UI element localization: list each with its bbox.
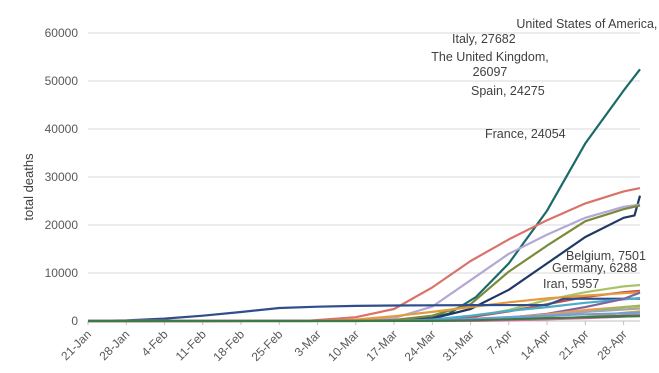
series-label-the-united-kingdom: The United Kingdom, 26097 [431, 50, 548, 79]
series-line-italy [87, 187, 641, 323]
series-line-china [87, 297, 641, 323]
series-label-france: France, 24054 [485, 127, 566, 141]
x-axis: 21-Jan 28-Jan 4-Feb 11-Feb 18-Feb 25-Feb 3-Mar… [58, 321, 630, 364]
x-tick-label: 18-Feb [210, 327, 247, 364]
y-tick-label: 20000 [45, 218, 79, 232]
series-line-portugal [87, 315, 641, 323]
grid [88, 32, 640, 274]
y-tick-label: 60000 [45, 26, 79, 40]
y-tick-label: 50000 [45, 74, 79, 88]
series-label-belgium: Belgium, 7501 [566, 249, 646, 263]
x-tick-label: 11-Feb [173, 327, 209, 363]
x-tick-label: 24-Mar [402, 327, 439, 364]
x-tick-label: 28-Apr [594, 327, 629, 362]
y-tick-label: 0 [71, 314, 78, 328]
series-label-united-states-of-america: United States of America, 52428 [516, 17, 659, 31]
series-label-iran: Iran, 5957 [543, 277, 599, 291]
y-tick-label: 40000 [45, 122, 79, 136]
x-tick-label: 17-Mar [363, 327, 400, 364]
series-label-spain: Spain, 24275 [471, 84, 545, 98]
x-tick-label: 10-Mar [325, 327, 362, 364]
x-tick-label: 7-Apr [484, 327, 515, 358]
x-tick-label: 3-Mar [292, 327, 324, 359]
x-tick-label: 25-Feb [249, 327, 286, 364]
x-tick-label: 31-Mar [440, 327, 477, 364]
x-tick-label: 21-Apr [556, 327, 591, 362]
x-tick-label: 21-Jan [58, 327, 94, 363]
plot-area [87, 68, 642, 323]
series-labels: United States of America, 52428Italy, 27… [431, 17, 659, 291]
y-axis-title: total deaths [21, 153, 36, 221]
y-tick-label: 10000 [45, 266, 79, 280]
x-tick-label: 4-Feb [139, 327, 171, 359]
y-axis: 0 10000 20000 30000 40000 50000 60000 [45, 26, 79, 328]
y-tick-label: 30000 [45, 170, 79, 184]
x-tick-label: 14-Apr [518, 327, 553, 362]
series-label-italy: Italy, 27682 [452, 32, 516, 46]
x-tick-label: 28-Jan [97, 327, 133, 363]
series-label-germany: Germany, 6288 [552, 261, 637, 275]
